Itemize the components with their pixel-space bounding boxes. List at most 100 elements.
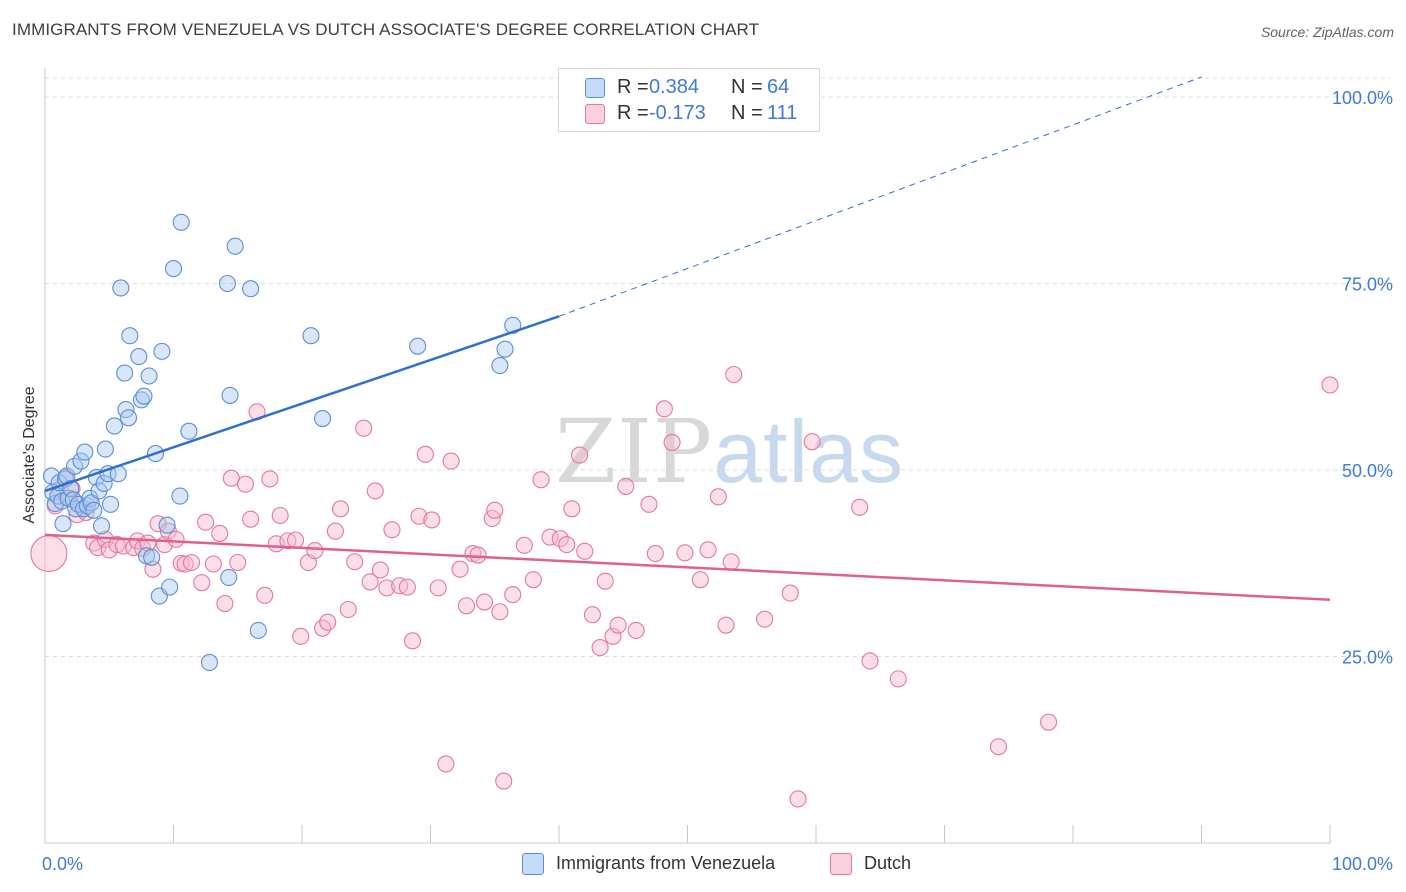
legend-swatch-blue [585,78,605,98]
point-venezuela [135,387,153,405]
point-dutch [30,535,68,573]
point-dutch [416,445,434,463]
bottom-legend-swatch-pink [830,853,852,875]
point-venezuela [96,440,114,458]
point-dutch [1040,713,1058,731]
point-dutch [756,610,774,628]
point-dutch [423,511,441,529]
point-venezuela [95,474,113,492]
point-dutch [197,513,215,531]
trendline-venezuela [44,315,560,493]
point-venezuela [200,653,219,672]
point-dutch [803,433,821,451]
point-venezuela [242,280,260,298]
trendline-venezuela-extension [558,76,1202,317]
point-dutch [583,606,601,624]
y-tick-label: 50.0% [1342,461,1393,481]
point-dutch [361,573,379,591]
point-dutch [789,790,807,808]
legend-swatch-pink [585,104,605,124]
point-dutch [410,507,428,525]
point-dutch [292,627,310,645]
point-dutch [346,553,364,571]
y-tick-label: 75.0% [1342,275,1393,295]
point-dutch [211,524,229,542]
legend-n-label: N = [731,76,763,98]
point-dutch [403,632,422,650]
point-dutch [504,586,522,604]
point-venezuela [76,443,94,461]
point-venezuela [112,279,130,297]
point-dutch [108,536,126,554]
point-venezuela [171,487,189,505]
point-dutch [571,446,589,464]
point-venezuela [153,342,171,360]
point-dutch [378,579,396,597]
point-venezuela [249,621,267,639]
trendline-dutch [44,533,1331,602]
point-dutch [319,613,337,631]
point-venezuela [92,517,111,535]
point-venezuela [161,578,179,596]
chart-title: IMMIGRANTS FROM VENEZUELA VS DUTCH ASSOC… [12,20,760,39]
point-venezuela [180,422,198,440]
source-label: Source: ZipAtlas.com [1260,24,1394,40]
point-dutch [366,482,384,500]
point-venezuela [496,340,514,358]
point-dutch [429,579,447,597]
point-dutch [617,477,635,495]
point-dutch [989,738,1008,756]
point-dutch [442,452,460,470]
point-venezuela [140,367,158,385]
point-dutch [236,475,255,493]
point-dutch [709,488,727,506]
point-dutch [383,521,401,539]
point-dutch [355,419,373,437]
point-venezuela [105,417,123,435]
legend-r-label: R = [617,102,649,124]
point-dutch [182,553,201,572]
point-venezuela [218,274,237,293]
point-venezuela [130,348,148,366]
point-dutch [457,597,476,615]
point-dutch [437,755,455,773]
point-dutch [261,470,279,488]
point-dutch [451,560,469,578]
point-venezuela [172,213,190,231]
legend-r-label: R = [617,76,649,98]
point-venezuela [220,568,238,586]
legend-n-label: N = [731,102,763,124]
point-dutch [486,501,504,519]
point-venezuela [85,501,103,519]
watermark-atlas: atlas [713,402,905,501]
y-axis-label: Associate's Degree [21,386,38,524]
x-tick-label: 100.0% [1332,854,1393,874]
point-dutch [524,571,542,589]
x-tick-label: 0.0% [42,854,83,874]
point-dutch [326,522,344,540]
point-dutch [725,365,743,384]
legend-n-value: 64 [767,76,790,98]
point-dutch [627,621,645,639]
point-dutch [491,603,509,621]
y-tick-label: 25.0% [1342,648,1393,668]
point-dutch [576,542,594,560]
bottom-legend-swatch-blue [522,853,544,875]
point-venezuela [72,452,90,470]
point-dutch [475,593,494,611]
point-venezuela [54,515,72,533]
point-dutch [1321,376,1339,394]
point-dutch [563,500,581,518]
point-dutch [604,627,622,645]
point-dutch [532,471,550,489]
point-dutch [699,541,717,559]
point-dutch [596,572,614,590]
point-venezuela [302,327,320,345]
point-dutch [676,544,694,562]
point-dutch [371,561,389,579]
point-dutch [591,638,609,657]
y-tick-label: 100.0% [1332,88,1393,108]
point-venezuela [101,495,120,513]
point-dutch [222,469,240,487]
point-dutch [256,586,274,604]
